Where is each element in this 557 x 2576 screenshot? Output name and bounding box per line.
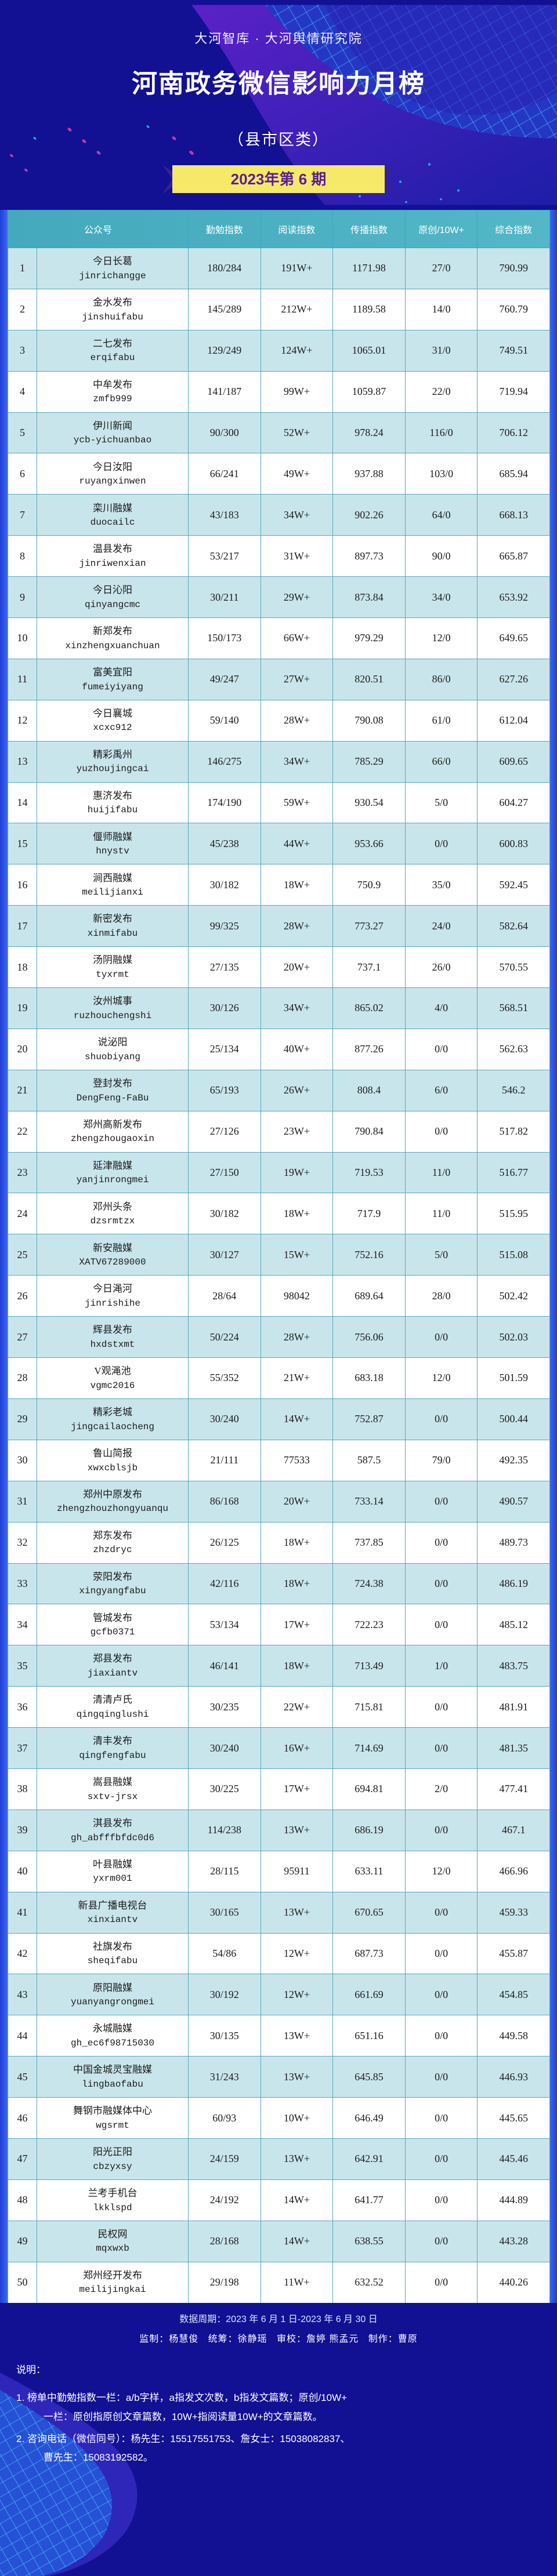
svg-text:2023年第 6 期: 2023年第 6 期 xyxy=(231,170,327,188)
